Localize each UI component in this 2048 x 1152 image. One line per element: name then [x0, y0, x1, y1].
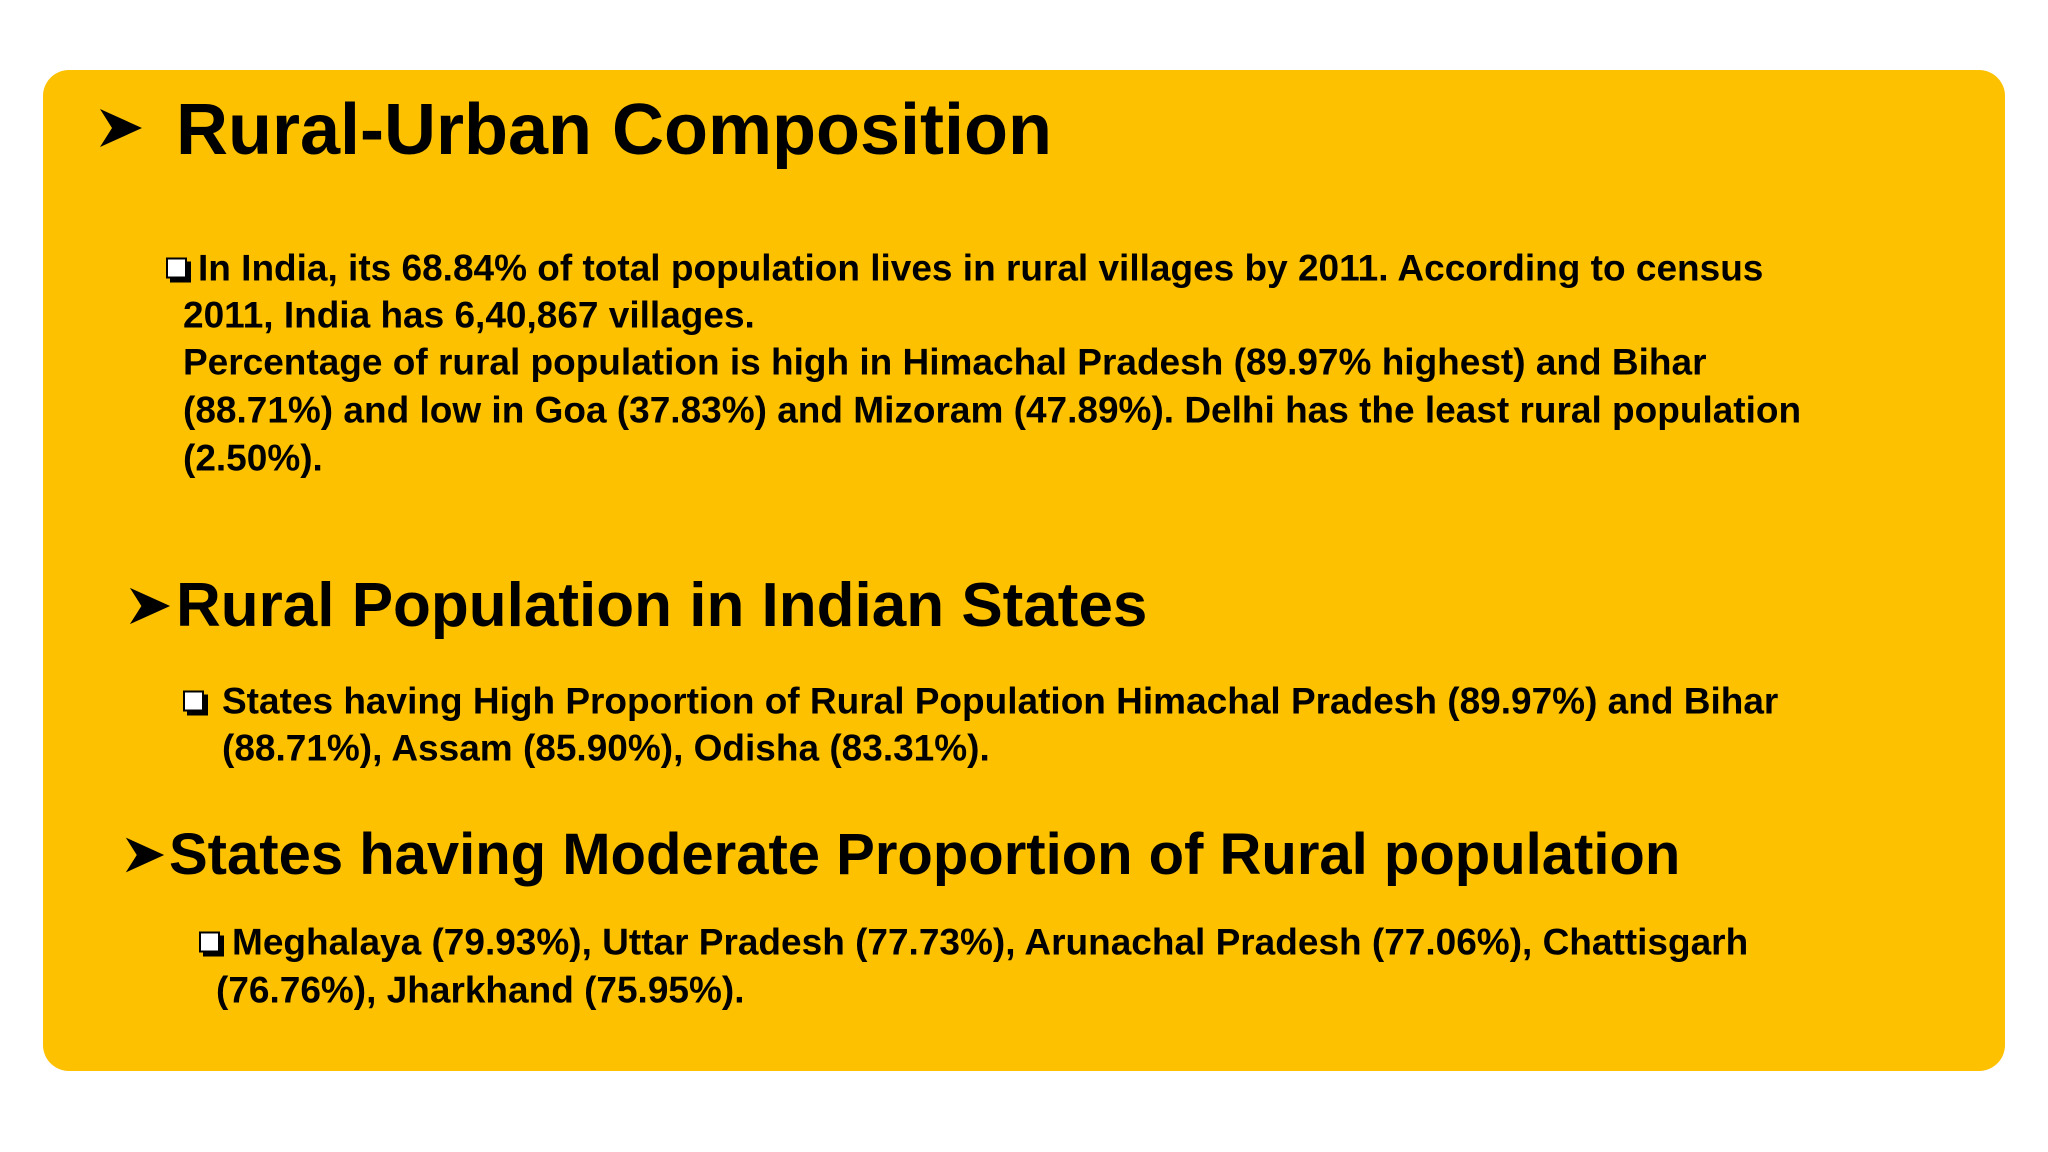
square-bullet [183, 690, 204, 712]
section-heading: Rural-Urban Composition [176, 90, 1052, 170]
paragraph-line: Meghalaya (79.93%), Uttar Pradesh (77.73… [232, 921, 1749, 963]
paragraph-line: (76.76%), Jharkhand (75.95%). [216, 969, 745, 1011]
paragraph-line: In India, its 68.84% of total population… [198, 247, 1764, 289]
paragraph-line: States having High Proportion of Rural P… [222, 680, 1779, 722]
paragraph-line: 2011, India has 6,40,867 villages. [183, 294, 755, 336]
paragraph-line: Percentage of rural population is high i… [183, 341, 1707, 383]
paragraph-line: (2.50%). [183, 437, 323, 479]
section-heading: States having Moderate Proportion of Rur… [169, 822, 1681, 887]
arrow-bullet [129, 587, 171, 625]
paragraph-line: (88.71%) and low in Goa (37.83%) and Miz… [183, 389, 1802, 431]
arrow-bullet [100, 109, 142, 147]
paragraph-line: (88.71%), Assam (85.90%), Odisha (83.31%… [222, 727, 990, 769]
square-bullet [199, 931, 220, 953]
arrow-bullet [125, 837, 165, 873]
section-heading: Rural Population in Indian States [176, 571, 1148, 640]
slide-panel [43, 70, 2005, 1071]
square-bullet [166, 257, 187, 279]
